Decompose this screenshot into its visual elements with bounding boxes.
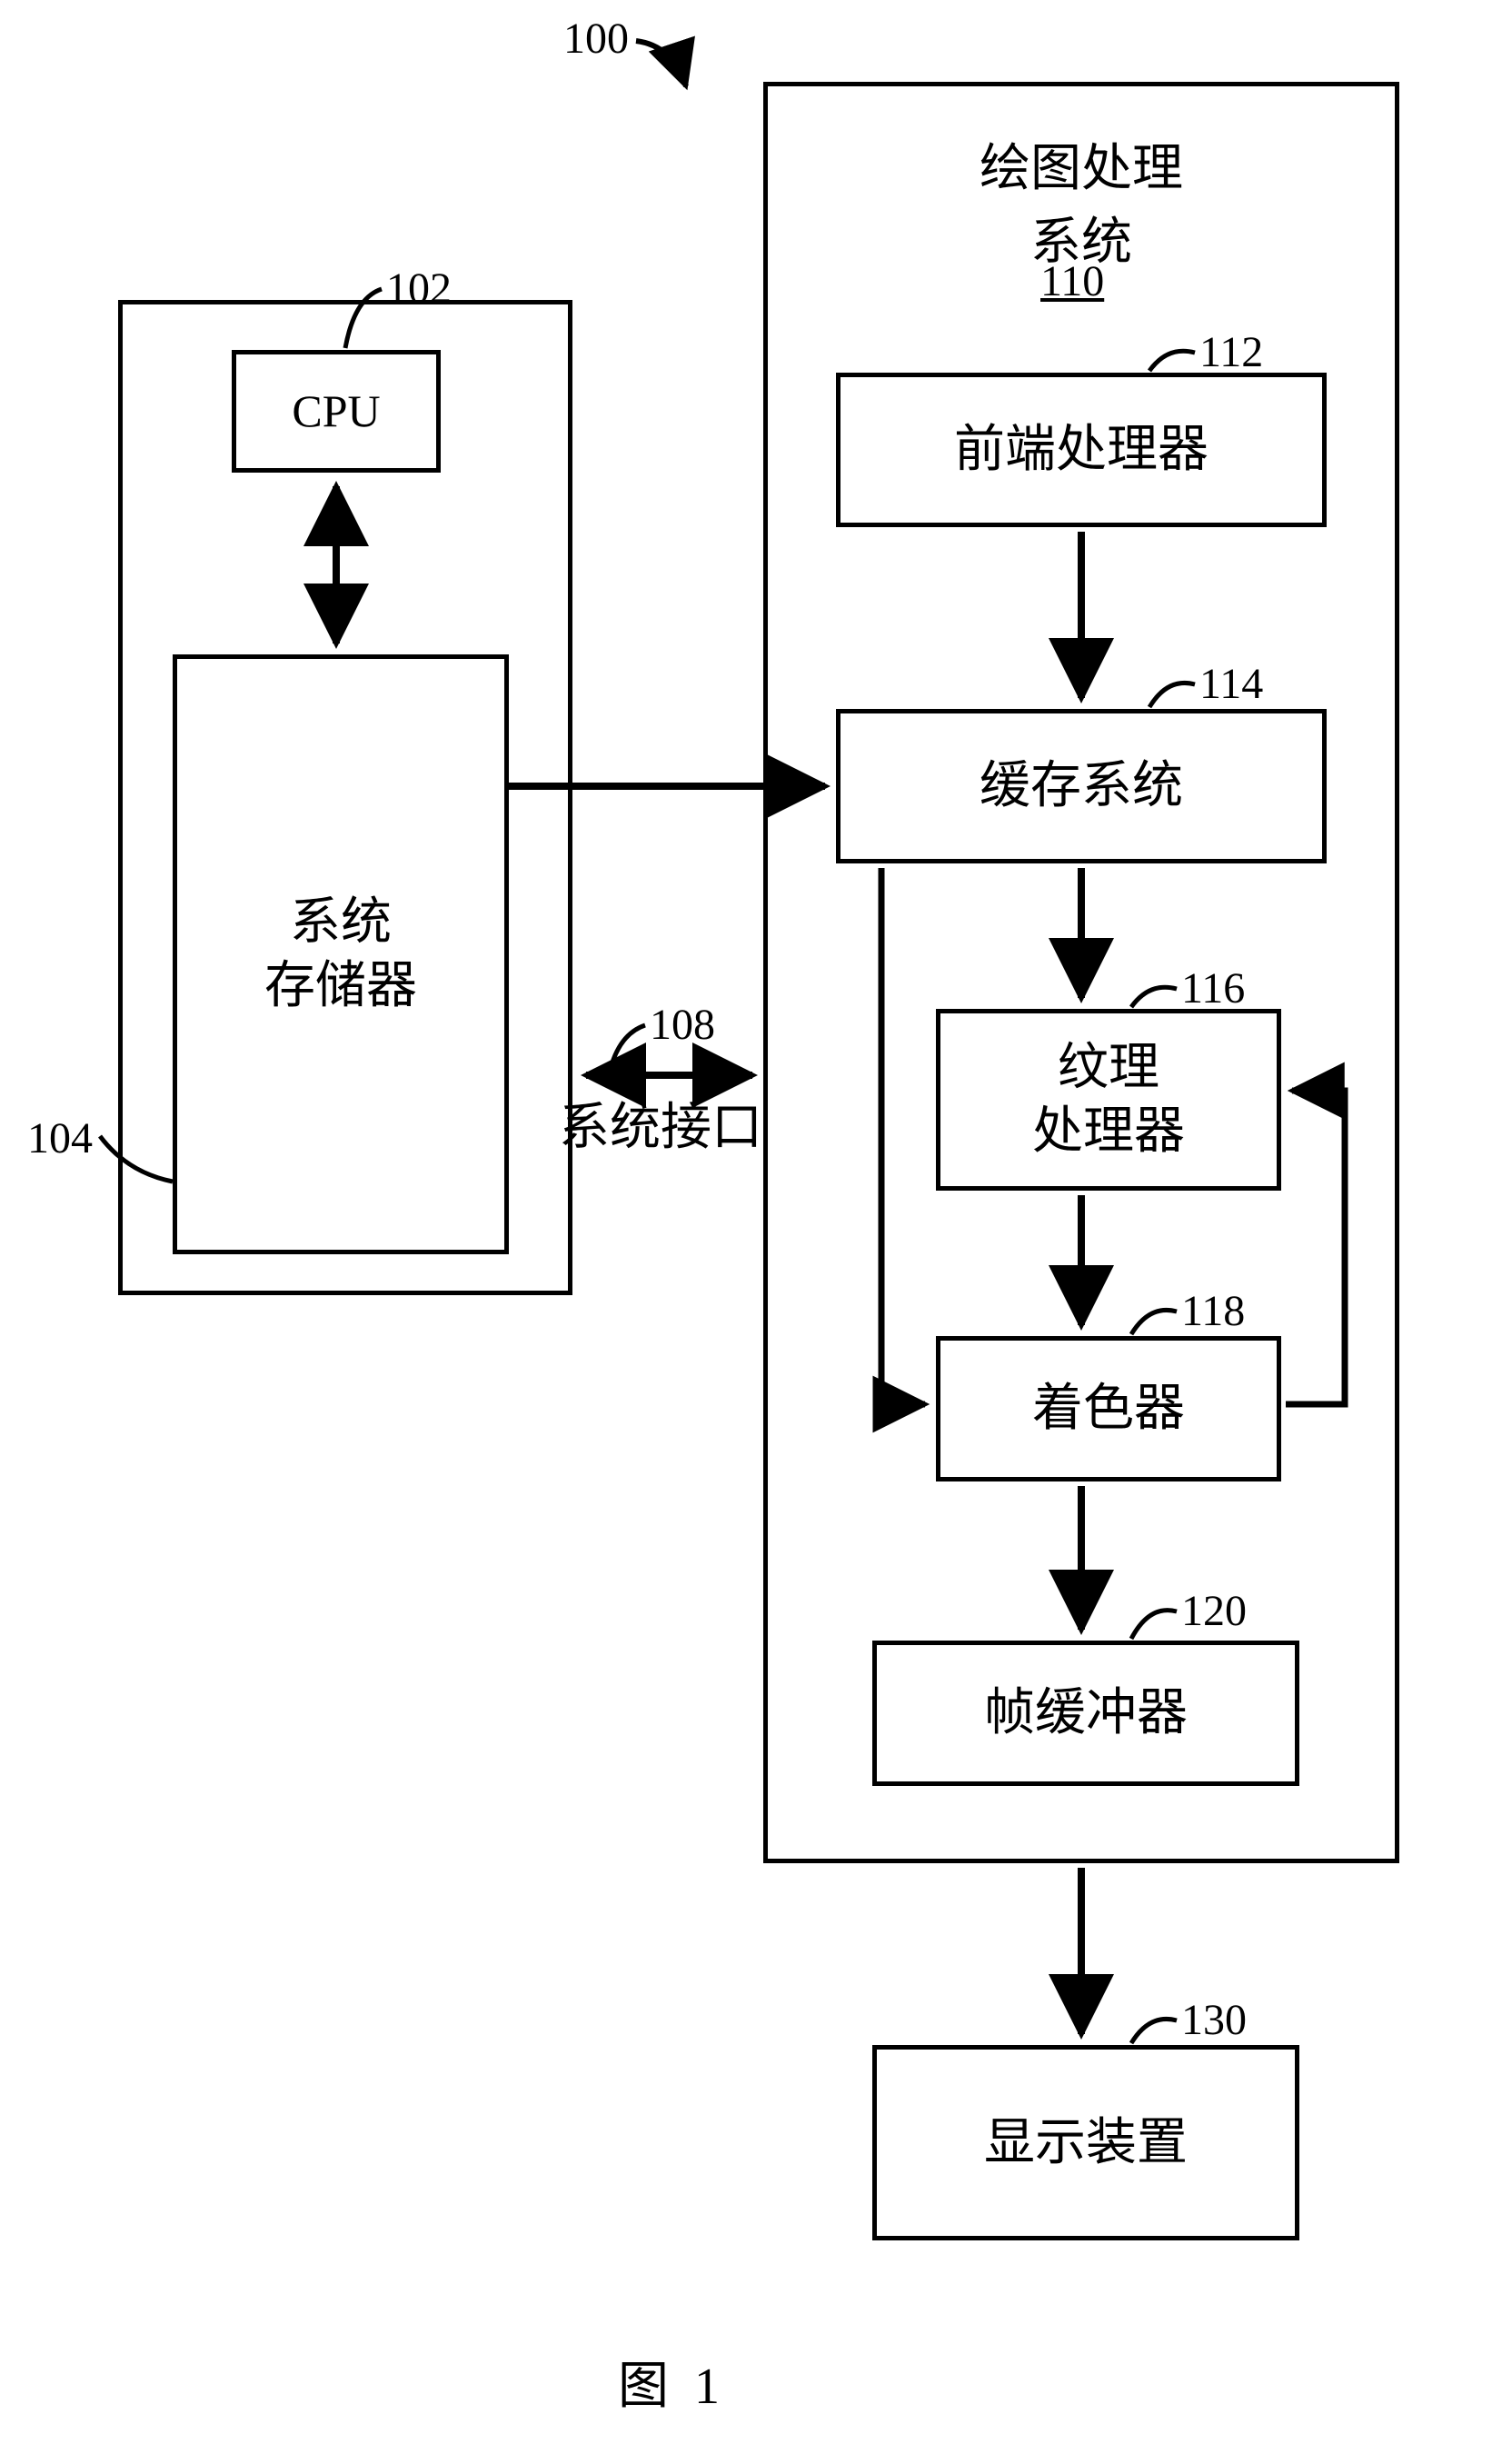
ref-114: 114 [1199, 659, 1263, 709]
gpu-title: 绘图处理 系统 [927, 127, 1236, 274]
gpu-title-text: 绘图处理 系统 [980, 141, 1183, 271]
ref-130-text: 130 [1181, 1996, 1247, 2044]
ref-100-text: 100 [563, 15, 629, 63]
ref-104-text: 104 [27, 1114, 93, 1162]
framebuffer-label: 帧缓冲器 [984, 1681, 1188, 1745]
gpu-system-container [763, 82, 1399, 1863]
cache-label: 缓存系统 [980, 754, 1183, 818]
texture-label: 纹理 处理器 [1032, 1036, 1185, 1163]
shader-block: 着色器 [936, 1336, 1281, 1481]
diagram-canvas: CPU 系统 存储器 绘图处理 系统 110 前端处理器 缓存系统 纹理 处理器… [0, 0, 1492, 2464]
ref-130: 130 [1181, 1995, 1247, 2045]
ref-102: 102 [386, 264, 452, 314]
ref-108: 108 [650, 1000, 715, 1050]
ref-102-text: 102 [386, 264, 452, 313]
figure-caption: 图 1 [618, 2345, 720, 2419]
texture-block: 纹理 处理器 [936, 1009, 1281, 1191]
ref-116: 116 [1181, 963, 1245, 1013]
system-interface-text: 系统接口 [559, 1100, 762, 1156]
ref-110-text: 110 [1040, 257, 1104, 305]
ref-120: 120 [1181, 1586, 1247, 1636]
ref-108-text: 108 [650, 1001, 715, 1049]
system-interface-label: 系统接口 [559, 1086, 762, 1160]
gpu-ref-110: 110 [1040, 256, 1104, 306]
frontend-block: 前端处理器 [836, 373, 1327, 527]
ref-112: 112 [1199, 327, 1263, 377]
ref-100: 100 [563, 14, 629, 64]
ref-112-text: 112 [1199, 328, 1263, 376]
system-memory-label: 系统 存储器 [264, 891, 417, 1018]
cpu-label: CPU [292, 383, 380, 440]
system-memory-block: 系统 存储器 [173, 654, 509, 1254]
ref-120-text: 120 [1181, 1587, 1247, 1635]
figure-caption-text: 图 1 [618, 2359, 720, 2415]
cpu-block: CPU [232, 350, 441, 473]
display-block: 显示装置 [872, 2045, 1299, 2240]
ref-116-text: 116 [1181, 964, 1245, 1013]
frontend-label: 前端处理器 [954, 418, 1209, 482]
ref-114-text: 114 [1199, 660, 1263, 708]
ref-118: 118 [1181, 1286, 1245, 1336]
shader-label: 着色器 [1032, 1377, 1185, 1441]
cache-block: 缓存系统 [836, 709, 1327, 863]
ref-104: 104 [27, 1113, 93, 1163]
framebuffer-block: 帧缓冲器 [872, 1641, 1299, 1786]
ref-118-text: 118 [1181, 1287, 1245, 1335]
display-label: 显示装置 [984, 2111, 1188, 2175]
